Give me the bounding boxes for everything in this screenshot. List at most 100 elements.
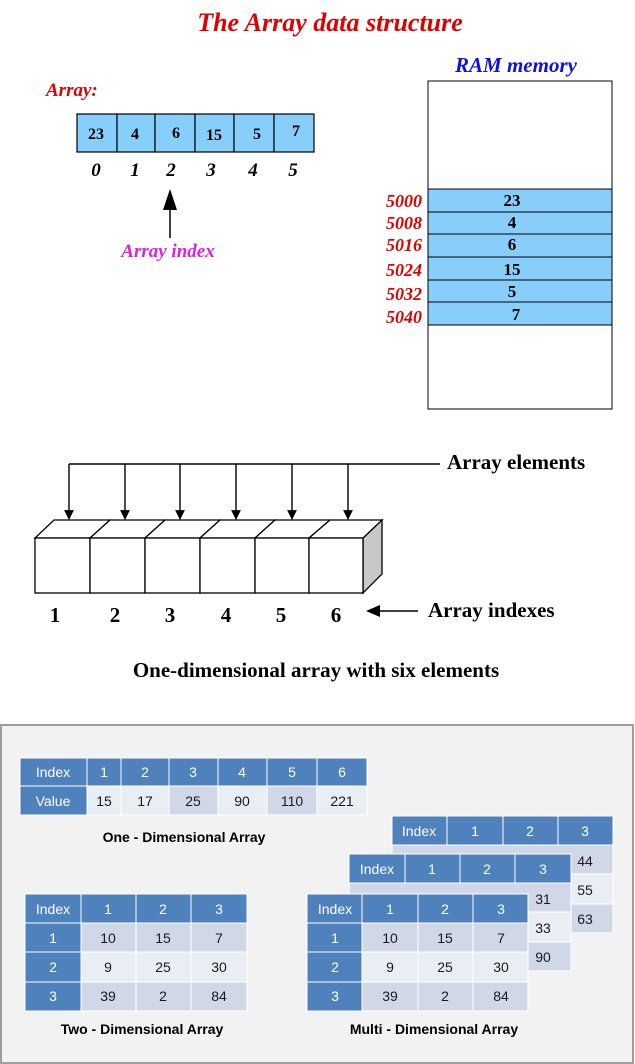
ram-address: 5016 [386, 235, 422, 255]
array-cell [116, 113, 156, 153]
ram-label: RAM memory [454, 53, 578, 77]
table-header-cell: 4 [238, 764, 246, 780]
box-element [308, 537, 364, 594]
table-cell: 9 [386, 959, 394, 975]
table-cell: 84 [493, 988, 509, 1004]
box-element [89, 537, 146, 594]
ram-cell [427, 233, 613, 258]
table-header-cell: 3 [497, 901, 505, 917]
box-element [254, 537, 310, 594]
table-header-cell: 3 [215, 901, 223, 917]
array-cell [233, 113, 275, 153]
table-cell: 15 [437, 930, 453, 946]
table-header-cell: 6 [338, 764, 346, 780]
box-index: 6 [331, 603, 342, 627]
ram-value: 7 [512, 305, 521, 324]
indexes-arrow [366, 605, 418, 617]
page-title: The Array data structure [197, 8, 463, 37]
table-row-header: 3 [49, 988, 57, 1004]
table-row-header: 2 [49, 959, 57, 975]
table-row-header: Value [36, 793, 71, 809]
box-element [34, 537, 91, 594]
ram-value: 4 [508, 213, 517, 232]
box-array [33, 518, 384, 595]
one-dim-caption: One - Dimensional Array [103, 829, 266, 845]
table-header-cell: 5 [288, 764, 296, 780]
table-cell: 25 [155, 959, 171, 975]
table-header-cell: Index [360, 861, 394, 877]
ram-cells: 23 4 6 15 5 7 [427, 188, 613, 326]
box-index: 5 [276, 603, 287, 627]
ram-cell [427, 301, 613, 326]
array-index: 0 [91, 160, 101, 181]
ram-address: 5032 [386, 284, 422, 304]
array-cell-value: 7 [292, 123, 300, 140]
table-cell: 7 [497, 930, 505, 946]
table-cell: 84 [211, 988, 227, 1004]
table-header-cell: 3 [539, 861, 547, 877]
table-header-cell: Index [36, 764, 70, 780]
array-index: 5 [288, 160, 298, 181]
table-header-cell: 1 [100, 764, 108, 780]
array-cell-value: 23 [88, 126, 104, 143]
table-cell: 9 [104, 959, 112, 975]
ram-address: 5008 [386, 213, 422, 233]
ram-value: 6 [508, 235, 517, 254]
ram-address: 5024 [386, 260, 422, 280]
ram-cell [427, 279, 613, 303]
array-indexes-label: Array indexes [428, 598, 555, 622]
array-indices: 0 1 2 3 4 5 [91, 160, 298, 181]
array-cell-value: 6 [172, 125, 180, 142]
box-element [144, 537, 201, 594]
table-cell: 110 [281, 793, 304, 809]
ram-cell [427, 211, 613, 235]
table-cell: 25 [185, 793, 201, 809]
array-cell-value: 4 [131, 126, 139, 143]
box-index: 4 [221, 603, 232, 627]
two-dim-table: Index 1 2 3 1 10 15 7 2 9 25 30 3 39 2 8… [24, 893, 248, 1012]
box-element [199, 537, 256, 594]
table-header-cell: 1 [428, 861, 436, 877]
one-dim-table: Index 1 2 3 4 5 6 Value 15 17 25 90 110 … [19, 757, 368, 816]
array-index: 2 [165, 160, 176, 181]
table-cell: 90 [535, 949, 551, 965]
table-header-cell: 3 [581, 823, 589, 839]
table-header-cell: Index [318, 901, 352, 917]
table-cell: 63 [577, 911, 593, 927]
array-index-arrow [163, 189, 177, 238]
elements-bracket [64, 463, 440, 520]
table-row-header: 1 [331, 930, 339, 946]
table-cell: 2 [441, 988, 449, 1004]
box-index: 2 [110, 603, 121, 627]
box-indexes: 1 2 3 4 5 6 [50, 603, 342, 627]
two-dim-caption: Two - Dimensional Array [61, 1021, 224, 1037]
array-cell-value: 15 [206, 127, 222, 144]
array-index: 1 [130, 160, 140, 181]
table-cell: 10 [100, 930, 116, 946]
table-header-cell: 1 [386, 901, 394, 917]
table-cell: 7 [215, 930, 223, 946]
table-cell: 33 [535, 920, 551, 936]
array-cell [154, 113, 196, 153]
one-d-caption: One-dimensional array with six elements [133, 658, 499, 682]
table-cell: 15 [155, 930, 171, 946]
table-header-cell: 2 [526, 823, 534, 839]
table-header-cell: 2 [441, 901, 449, 917]
table-cell: 30 [211, 959, 227, 975]
table-row-header: 3 [331, 988, 339, 1004]
array-cell-value: 5 [253, 126, 261, 143]
table-cell: 15 [96, 793, 112, 809]
array-elements-label: Array elements [447, 450, 585, 474]
ram-value: 23 [504, 191, 521, 210]
ram-value: 15 [504, 260, 521, 279]
ram-address: 5000 [386, 191, 422, 211]
table-cell: 221 [330, 793, 354, 809]
table-header-cell: 2 [159, 901, 167, 917]
table-cell: 31 [535, 891, 551, 907]
array-label: Array: [45, 80, 98, 101]
table-cell: 39 [382, 988, 398, 1004]
table-cell: 44 [577, 853, 593, 869]
array-cell [273, 113, 315, 153]
table-cell: 55 [577, 882, 593, 898]
table-header-cell: 1 [104, 901, 112, 917]
